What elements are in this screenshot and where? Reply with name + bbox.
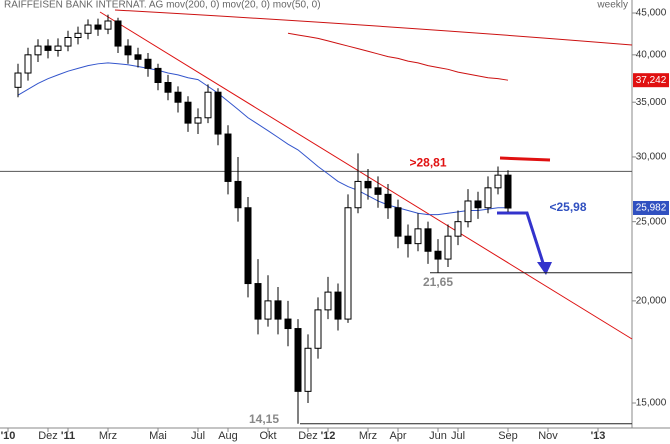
candle-body	[104, 20, 112, 30]
candle-body	[414, 228, 422, 245]
candle-body	[424, 228, 432, 252]
candle-body	[244, 207, 252, 285]
candle-body	[334, 291, 342, 320]
x-tick-label: Mai	[149, 430, 167, 442]
y-tick-label: 35,000	[636, 97, 667, 108]
long-trend-line	[114, 9, 633, 46]
candle-body	[14, 72, 22, 88]
moving-average-line	[287, 32, 509, 81]
candle-body	[404, 235, 412, 245]
candle-body	[474, 200, 482, 209]
candle-body	[314, 309, 322, 349]
candle-body	[354, 180, 362, 209]
x-tick-label: '12	[321, 430, 336, 442]
candle-body	[184, 101, 192, 124]
candle-body	[74, 32, 82, 39]
price-marker	[633, 73, 669, 88]
y-tick-label: 30,000	[636, 152, 667, 163]
y-tick-label: 20,000	[636, 296, 667, 307]
candle-body	[164, 81, 172, 93]
candle-body	[294, 328, 302, 392]
candle-body	[364, 180, 372, 189]
candle-body	[384, 193, 392, 209]
candle-body	[34, 45, 42, 56]
down-trend-line	[99, 11, 633, 340]
candle-body	[434, 250, 442, 260]
y-tick-label: 45,000	[636, 8, 667, 19]
x-tick-label: '11	[61, 430, 75, 442]
candle-body	[494, 174, 502, 189]
candle-body	[284, 318, 292, 330]
candle-body	[144, 58, 152, 69]
candle-body	[304, 347, 312, 392]
candle-body	[454, 221, 462, 237]
level-label: <25,98	[549, 200, 586, 214]
y-tick-label: 25,000	[636, 216, 667, 227]
x-tick-label: '10	[1, 430, 16, 442]
x-tick-label: Sep	[498, 430, 518, 442]
arrow-head	[537, 262, 552, 275]
candle-body	[484, 187, 492, 209]
chart-title: RAIFFEISEN BANK INTERNAT. AG mov(200, 0)…	[4, 0, 321, 11]
candle-body	[444, 235, 452, 260]
candle-body	[44, 45, 52, 51]
candle-body	[224, 133, 232, 182]
price-marker	[633, 200, 669, 215]
candle-body	[114, 20, 122, 47]
arrow-line	[497, 211, 546, 267]
candle-body	[464, 200, 472, 223]
x-tick-label: Dez	[38, 430, 58, 442]
candle-body	[254, 283, 262, 320]
candle-body	[504, 174, 512, 209]
moving-average-line	[17, 62, 508, 216]
price-marker-label: 37,242	[636, 75, 667, 86]
candle-body	[234, 180, 242, 209]
candle-body	[64, 37, 72, 47]
x-tick-label: '13	[591, 430, 606, 442]
candle-body	[54, 45, 62, 51]
period-label: weekly	[596, 0, 628, 11]
x-tick-label: Apr	[389, 430, 406, 442]
x-tick-label: Jul	[191, 430, 205, 442]
candle-body	[264, 300, 272, 320]
level-label: >28,81	[409, 155, 446, 169]
x-tick-label: Nov	[538, 430, 558, 442]
level-label: 14,15	[249, 412, 279, 426]
candle-body	[174, 91, 182, 103]
level-label: 21,65	[423, 275, 453, 289]
candle-body	[94, 24, 102, 30]
x-tick-label: Jul	[451, 430, 465, 442]
candle-body	[134, 54, 142, 60]
candle-body	[204, 91, 212, 119]
candle-body	[324, 291, 332, 311]
candle-body	[374, 187, 382, 195]
candle-body	[214, 91, 222, 135]
x-tick-label: Mrz	[359, 430, 377, 442]
candle-body	[194, 117, 202, 124]
x-tick-label: Mrz	[99, 430, 117, 442]
y-tick-label: 40,000	[636, 49, 667, 60]
candle-body	[24, 54, 32, 74]
x-tick-label: Okt	[259, 430, 276, 442]
target-line	[499, 156, 551, 162]
x-tick-label: Dez	[298, 430, 318, 442]
candle-body	[344, 207, 352, 320]
y-tick-label: 15,000	[636, 398, 667, 409]
candle-body	[154, 67, 162, 83]
candle-body	[84, 24, 92, 34]
candle-body	[124, 45, 132, 56]
candle-body	[274, 300, 282, 320]
x-tick-label: Jun	[429, 430, 447, 442]
x-tick-label: Aug	[218, 430, 238, 442]
candle-body	[394, 207, 402, 237]
price-marker-label: 25,982	[636, 203, 667, 214]
